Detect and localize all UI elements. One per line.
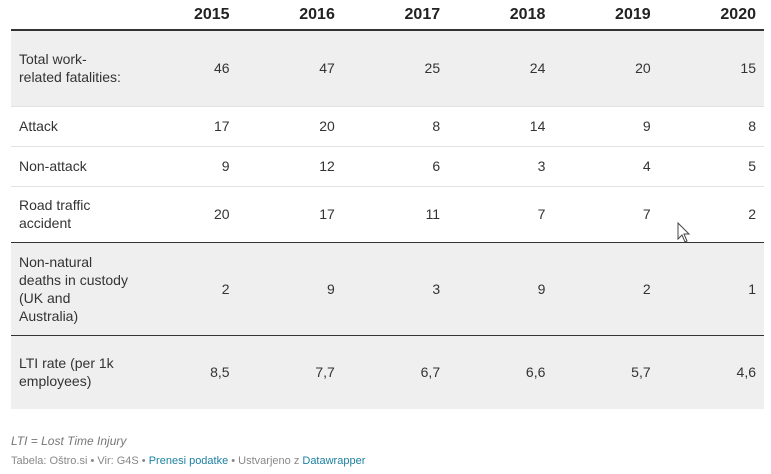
row-label: Road traffic accident	[11, 186, 133, 243]
column-header-2015[interactable]: 2015	[132, 0, 238, 31]
table-cell: 9	[553, 106, 659, 147]
table-cell: 2	[553, 242, 659, 336]
table-cell: 25	[342, 30, 449, 107]
download-data-link[interactable]: Prenesi podatke	[148, 455, 229, 467]
table-row-attack: Attack 17 20 8 14 9 8	[11, 106, 764, 147]
column-header-2016[interactable]: 2016	[237, 0, 343, 31]
table-cell: 9	[237, 242, 343, 336]
table-cell: 2	[658, 186, 764, 243]
table-cell: 20	[553, 30, 659, 107]
table-cell: 4,6	[658, 335, 764, 409]
table-cell: 5	[658, 146, 764, 187]
column-header-2020[interactable]: 2020	[658, 0, 764, 31]
table-cell: 9	[132, 146, 238, 187]
datawrapper-link[interactable]: Datawrapper	[302, 455, 366, 467]
table-notes: LTI = Lost Time Injury Tabela: Oštro.si …	[11, 432, 365, 470]
table-header-row: 2015 2016 2017 2018 2019 2020	[11, 0, 764, 31]
created-with-text: • Ustvarjeno z	[228, 455, 303, 467]
table-cell: 8,5	[132, 335, 238, 409]
table-row-custody-deaths: Non-natural deaths in custody (UK and Au…	[11, 242, 764, 336]
table-cell: 9	[448, 242, 554, 336]
table-cell: 5,7	[553, 335, 659, 409]
table-cell: 1	[658, 242, 764, 336]
table-cell: 20	[132, 186, 238, 243]
source-footer: Tabela: Oštro.si • Vir: G4S • Prenesi po…	[11, 452, 365, 470]
row-label: Non-natural deaths in custody (UK and Au…	[11, 242, 133, 336]
mouse-pointer-icon	[677, 222, 691, 243]
table-row-road-traffic: Road traffic accident 20 17 11 7 7 2	[11, 186, 764, 243]
column-header[interactable]	[11, 0, 133, 31]
table-cell: 15	[658, 30, 764, 107]
table-cell: 7	[553, 186, 659, 243]
table-cell: 20	[237, 106, 343, 147]
table-cell: 4	[553, 146, 659, 187]
row-label: Attack	[11, 106, 133, 147]
table-cell: 11	[342, 186, 449, 243]
table-cell: 8	[342, 106, 449, 147]
column-header-2018[interactable]: 2018	[448, 0, 554, 31]
column-header-2019[interactable]: 2019	[553, 0, 659, 31]
table-cell: 47	[237, 30, 343, 107]
row-label: Total work-related fatalities:	[11, 30, 133, 107]
table-cell: 12	[237, 146, 343, 187]
table-cell: 17	[237, 186, 343, 243]
column-header-2017[interactable]: 2017	[342, 0, 449, 31]
table-cell: 6,6	[448, 335, 554, 409]
table-cell: 3	[342, 242, 449, 336]
table-cell: 7,7	[237, 335, 343, 409]
table-cell: 2	[132, 242, 238, 336]
table-cell: 6,7	[342, 335, 449, 409]
table-cell: 24	[448, 30, 554, 107]
table-cell: 7	[448, 186, 554, 243]
table-cell: 8	[658, 106, 764, 147]
table-cell: 6	[342, 146, 449, 187]
lti-definition-note: LTI = Lost Time Injury	[11, 434, 127, 448]
row-label: LTI rate (per 1k employees)	[11, 335, 133, 409]
table-cell: 17	[132, 106, 238, 147]
source-text: Tabela: Oštro.si • Vir: G4S •	[11, 455, 149, 467]
table-row-non-attack: Non-attack 9 12 6 3 4 5	[11, 146, 764, 187]
row-label: Non-attack	[11, 146, 133, 187]
table-cell: 14	[448, 106, 554, 147]
table-row-total-fatalities: Total work-related fatalities: 46 47 25 …	[11, 30, 764, 107]
table-cell: 46	[132, 30, 238, 107]
table-cell: 3	[448, 146, 554, 187]
data-table-container: 2015 2016 2017 2018 2019 2020 Total work…	[11, 0, 764, 409]
data-table: 2015 2016 2017 2018 2019 2020 Total work…	[11, 0, 764, 409]
table-row-lti-rate: LTI rate (per 1k employees) 8,5 7,7 6,7 …	[11, 335, 764, 409]
